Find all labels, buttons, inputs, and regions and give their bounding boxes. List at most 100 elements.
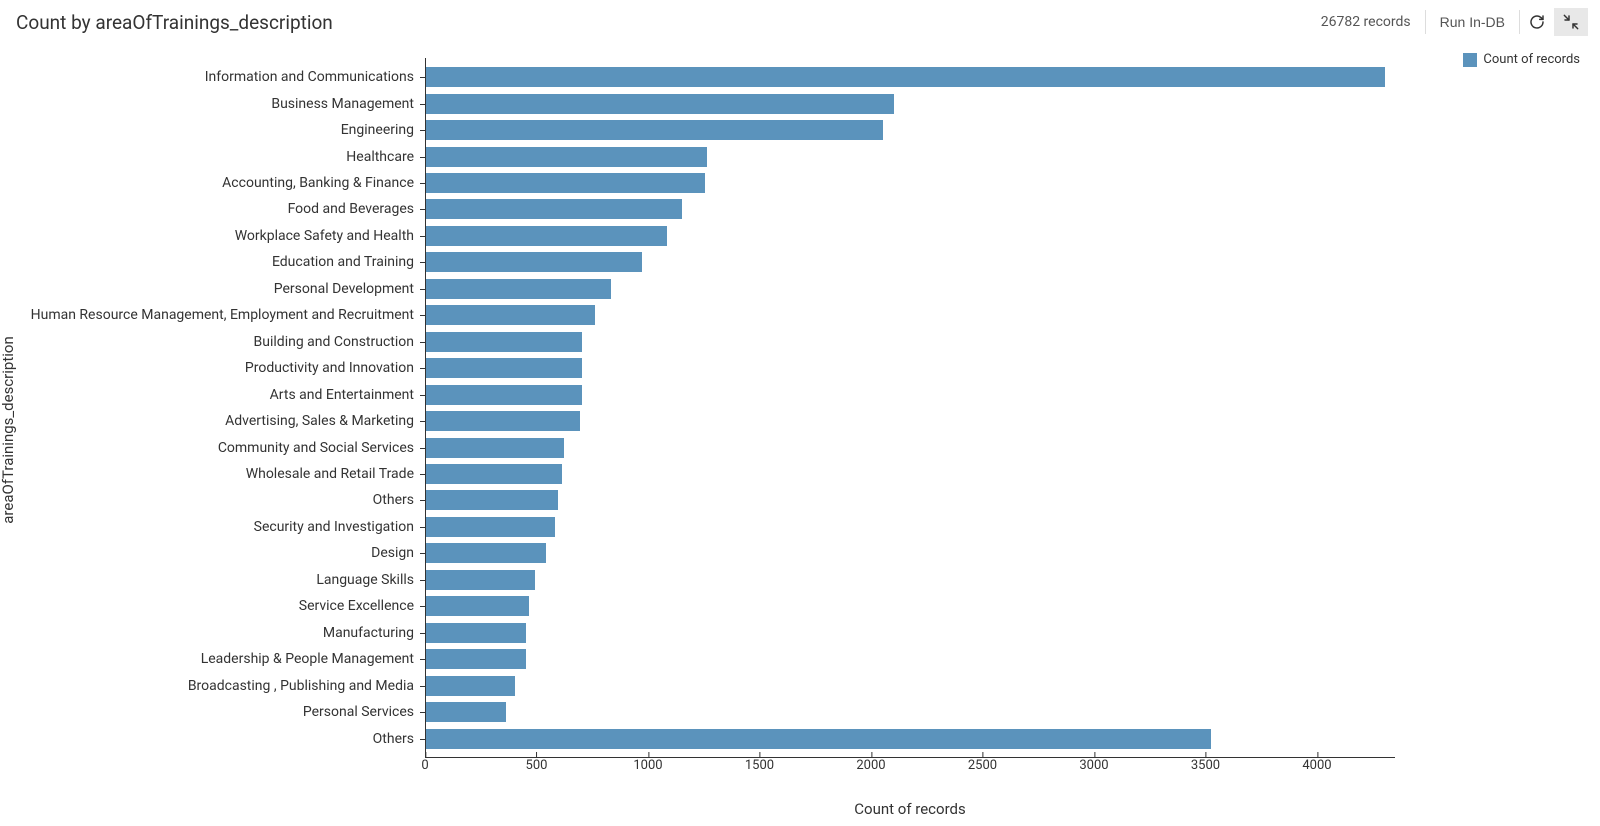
refresh-icon: [1529, 14, 1545, 30]
bar[interactable]: [426, 199, 682, 219]
chart-panel: Count by areaOfTrainings_description 267…: [0, 0, 1600, 826]
bar[interactable]: [426, 252, 642, 272]
bar-row: Security and Investigation: [426, 517, 1395, 537]
category-label: Accounting, Banking & Finance: [222, 175, 426, 191]
bar-row: Food and Beverages: [426, 199, 1395, 219]
bar[interactable]: [426, 517, 555, 537]
x-tick: 500: [526, 758, 548, 773]
category-label: Others: [373, 731, 426, 747]
category-label: Business Management: [271, 96, 426, 112]
x-tick: 1500: [745, 758, 774, 773]
x-ticks: 05001000150020002500300035004000: [425, 758, 1395, 780]
category-label: Wholesale and Retail Trade: [246, 466, 426, 482]
category-label: Advertising, Sales & Marketing: [225, 413, 426, 429]
x-tick: 3500: [1191, 758, 1220, 773]
bar-row: Human Resource Management, Employment an…: [426, 305, 1395, 325]
bar-row: Building and Construction: [426, 332, 1395, 352]
x-tick: 3000: [1079, 758, 1108, 773]
legend-label: Count of records: [1483, 52, 1580, 67]
category-label: Information and Communications: [205, 69, 426, 85]
bar[interactable]: [426, 226, 667, 246]
record-count: 26782 records: [1307, 10, 1426, 34]
category-label: Healthcare: [346, 149, 426, 165]
category-label: Security and Investigation: [254, 519, 426, 535]
bar[interactable]: [426, 279, 611, 299]
legend-swatch: [1463, 53, 1477, 67]
bar-row: Design: [426, 543, 1395, 563]
bar-row: Others: [426, 729, 1395, 749]
category-label: Broadcasting , Publishing and Media: [188, 678, 426, 694]
bar[interactable]: [426, 543, 546, 563]
category-label: Productivity and Innovation: [245, 360, 426, 376]
category-label: Education and Training: [272, 254, 426, 270]
bar[interactable]: [426, 358, 582, 378]
bar[interactable]: [426, 147, 707, 167]
bar[interactable]: [426, 702, 506, 722]
bar-row: Personal Development: [426, 279, 1395, 299]
bar[interactable]: [426, 623, 526, 643]
bars-container: Information and CommunicationsBusiness M…: [426, 64, 1395, 752]
bar[interactable]: [426, 570, 535, 590]
category-label: Service Excellence: [299, 598, 426, 614]
category-label: Others: [373, 492, 426, 508]
x-tick: 1000: [633, 758, 662, 773]
bar[interactable]: [426, 173, 705, 193]
bar-row: Broadcasting , Publishing and Media: [426, 676, 1395, 696]
chart-area: Count of records areaOfTrainings_descrip…: [0, 40, 1600, 820]
bar[interactable]: [426, 120, 883, 140]
bar-row: Manufacturing: [426, 623, 1395, 643]
chart-title: Count by areaOfTrainings_description: [16, 11, 333, 34]
category-label: Personal Services: [303, 704, 426, 720]
bar-row: Others: [426, 490, 1395, 510]
bar-row: Advertising, Sales & Marketing: [426, 411, 1395, 431]
bar-row: Leadership & People Management: [426, 649, 1395, 669]
bar[interactable]: [426, 490, 558, 510]
bar-row: Education and Training: [426, 252, 1395, 272]
bar[interactable]: [426, 67, 1385, 87]
bar[interactable]: [426, 305, 595, 325]
legend[interactable]: Count of records: [1463, 52, 1580, 67]
category-label: Workplace Safety and Health: [235, 228, 426, 244]
bar[interactable]: [426, 94, 894, 114]
plot-area: Information and CommunicationsBusiness M…: [425, 58, 1395, 758]
x-tick: 0: [421, 758, 428, 773]
category-label: Personal Development: [274, 281, 426, 297]
x-tick: 4000: [1302, 758, 1331, 773]
panel-header: Count by areaOfTrainings_description 267…: [0, 0, 1600, 40]
bar[interactable]: [426, 385, 582, 405]
bar[interactable]: [426, 411, 580, 431]
category-label: Design: [371, 545, 426, 561]
category-label: Leadership & People Management: [201, 651, 426, 667]
refresh-button[interactable]: [1520, 8, 1554, 36]
x-axis-label: Count of records: [854, 800, 965, 818]
bar-row: Information and Communications: [426, 67, 1395, 87]
category-label: Language Skills: [316, 572, 426, 588]
bar[interactable]: [426, 332, 582, 352]
bar[interactable]: [426, 649, 526, 669]
x-tick: 2000: [856, 758, 885, 773]
category-label: Engineering: [341, 122, 426, 138]
bar-row: Personal Services: [426, 702, 1395, 722]
bar[interactable]: [426, 596, 529, 616]
bar-row: Accounting, Banking & Finance: [426, 173, 1395, 193]
category-label: Food and Beverages: [288, 201, 426, 217]
category-label: Human Resource Management, Employment an…: [31, 307, 426, 323]
bar[interactable]: [426, 729, 1211, 749]
bar[interactable]: [426, 464, 562, 484]
bar-row: Engineering: [426, 120, 1395, 140]
run-in-db-button[interactable]: Run In-DB: [1426, 10, 1520, 34]
collapse-icon: [1563, 14, 1579, 30]
y-axis-label: areaOfTrainings_description: [0, 336, 17, 523]
x-tick: 2500: [968, 758, 997, 773]
bar-row: Community and Social Services: [426, 438, 1395, 458]
bar-row: Arts and Entertainment: [426, 385, 1395, 405]
bar[interactable]: [426, 676, 515, 696]
bar[interactable]: [426, 438, 564, 458]
category-label: Community and Social Services: [218, 440, 426, 456]
category-label: Manufacturing: [323, 625, 426, 641]
collapse-button[interactable]: [1554, 8, 1588, 36]
bar-row: Healthcare: [426, 147, 1395, 167]
category-label: Arts and Entertainment: [270, 387, 426, 403]
category-label: Building and Construction: [254, 334, 426, 350]
header-actions: 26782 records Run In-DB: [1307, 8, 1588, 36]
